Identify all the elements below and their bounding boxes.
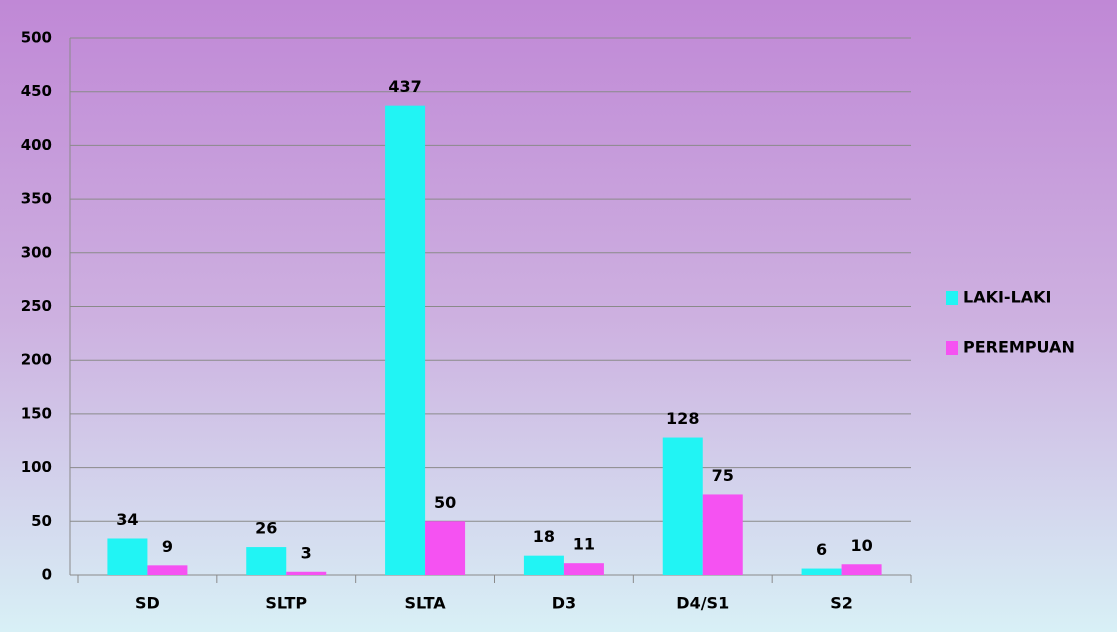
bar bbox=[662, 437, 703, 575]
y-tick-label: 50 bbox=[31, 512, 52, 530]
bar bbox=[246, 547, 287, 575]
data-label: 3 bbox=[301, 543, 312, 562]
data-label: 18 bbox=[533, 527, 555, 546]
bar bbox=[286, 571, 327, 575]
bar bbox=[702, 494, 743, 575]
y-tick-label: 150 bbox=[21, 404, 52, 422]
legend-swatch bbox=[946, 291, 958, 305]
legend-label: PEREMPUAN bbox=[963, 338, 1075, 357]
data-label: 11 bbox=[573, 535, 595, 554]
y-tick-label: 450 bbox=[21, 82, 52, 100]
y-tick-label: 500 bbox=[21, 29, 52, 47]
legend-swatch bbox=[946, 341, 958, 355]
y-tick-label: 0 bbox=[42, 566, 52, 584]
data-label: 6 bbox=[816, 540, 827, 559]
y-tick-label: 400 bbox=[21, 136, 52, 154]
y-tick-label: 250 bbox=[21, 297, 52, 315]
y-tick-label: 300 bbox=[21, 243, 52, 261]
data-label: 26 bbox=[255, 519, 277, 538]
x-tick-label: D4/S1 bbox=[676, 594, 729, 613]
data-label: 34 bbox=[116, 510, 138, 529]
data-label: 128 bbox=[666, 409, 699, 428]
x-tick-label: SLTA bbox=[405, 594, 447, 613]
bar bbox=[385, 105, 426, 576]
x-tick-label: SLTP bbox=[265, 594, 307, 613]
bar bbox=[147, 565, 188, 575]
y-tick-label: 350 bbox=[21, 190, 52, 208]
data-label: 10 bbox=[850, 536, 872, 555]
x-tick-label: S2 bbox=[830, 594, 853, 613]
data-label: 9 bbox=[162, 537, 173, 556]
x-tick-label: SD bbox=[135, 594, 160, 613]
data-label: 437 bbox=[388, 77, 421, 96]
x-tick-label: D3 bbox=[552, 594, 576, 613]
bar bbox=[523, 555, 564, 575]
legend-label: LAKI-LAKI bbox=[963, 288, 1052, 307]
data-label: 75 bbox=[712, 466, 734, 485]
y-tick-label: 100 bbox=[21, 458, 52, 476]
data-label: 50 bbox=[434, 493, 456, 512]
bar bbox=[107, 538, 148, 575]
bar bbox=[801, 568, 842, 575]
y-tick-label: 200 bbox=[21, 351, 52, 369]
bar bbox=[841, 564, 882, 575]
bar bbox=[425, 521, 466, 575]
bar bbox=[563, 563, 604, 575]
